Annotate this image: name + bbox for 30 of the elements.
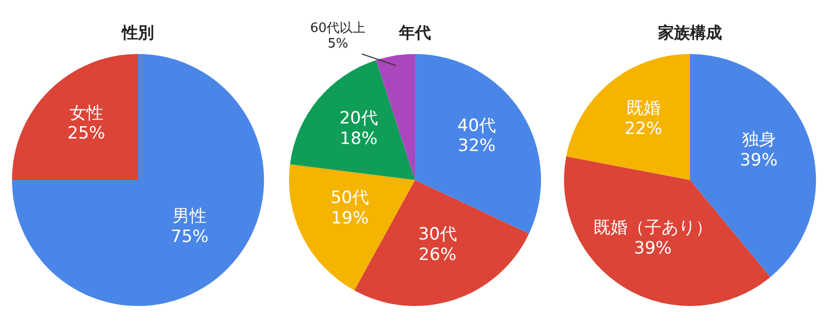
pie-slice [566,54,690,180]
data-label: 39% [634,238,672,258]
data-label: 25% [67,124,106,144]
pie-slice [12,54,138,180]
data-label: 75% [170,227,209,248]
chart-title: 年代 [398,23,431,42]
data-label: 22% [624,119,662,140]
slice-label: 20代 [339,108,378,128]
pie-slice [376,54,415,180]
pie-slice [289,164,415,290]
slice-label: 既婚（子あり） [593,218,712,238]
pie-slice [12,54,264,306]
slice-label: 50代 [330,188,370,208]
slice-label: 60代以上 [310,21,366,36]
slice-label: 女性 [69,103,104,124]
data-label: 39% [740,150,778,171]
chart-title: 家族構成 [657,23,722,42]
pie-slice [290,60,415,180]
data-label: 26% [418,244,456,265]
slice-label: 既婚 [626,98,660,119]
data-label: 18% [340,128,378,149]
slice-label: 40代 [457,116,496,136]
slice-label: 30代 [418,224,457,245]
slice-label: 男性 [172,206,207,227]
data-label: 19% [330,208,369,229]
chart-title: 性別 [121,23,154,42]
data-label: 32% [458,136,496,156]
data-label: 5% [328,36,348,52]
pie-slice [690,54,816,278]
slice-label: 独身 [742,130,776,150]
